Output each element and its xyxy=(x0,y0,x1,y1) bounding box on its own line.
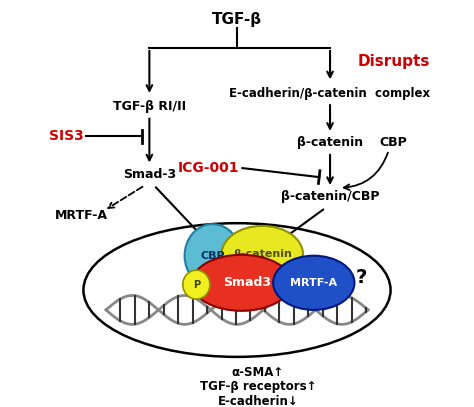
Ellipse shape xyxy=(183,270,210,299)
Text: ICG-001: ICG-001 xyxy=(177,161,239,175)
Text: CBP: CBP xyxy=(201,251,225,261)
Text: E-cadherin/β-catenin  complex: E-cadherin/β-catenin complex xyxy=(229,87,430,100)
Text: ?: ? xyxy=(356,268,367,287)
Text: Smad-3: Smad-3 xyxy=(123,168,176,181)
Ellipse shape xyxy=(273,256,355,310)
Text: TGF-β: TGF-β xyxy=(212,11,262,26)
Ellipse shape xyxy=(192,255,291,311)
Text: CBP: CBP xyxy=(379,136,407,149)
Text: E-cadherin↓: E-cadherin↓ xyxy=(218,395,298,407)
Text: β-catenin: β-catenin xyxy=(233,249,292,259)
Ellipse shape xyxy=(222,226,303,282)
Text: TGF-β RI/II: TGF-β RI/II xyxy=(113,100,186,113)
Text: β-catenin/CBP: β-catenin/CBP xyxy=(281,190,379,204)
Text: Disrupts: Disrupts xyxy=(357,54,429,69)
Text: α-SMA↑: α-SMA↑ xyxy=(232,366,284,379)
Text: MRTF-A: MRTF-A xyxy=(55,208,108,221)
Text: TGF-β receptors↑: TGF-β receptors↑ xyxy=(200,381,316,394)
Ellipse shape xyxy=(184,224,241,287)
Text: Smad3: Smad3 xyxy=(223,276,271,289)
Text: SIS3: SIS3 xyxy=(49,129,83,144)
Text: β-catenin: β-catenin xyxy=(297,136,363,149)
Text: MRTF-A: MRTF-A xyxy=(290,278,337,288)
Text: P: P xyxy=(193,280,200,290)
